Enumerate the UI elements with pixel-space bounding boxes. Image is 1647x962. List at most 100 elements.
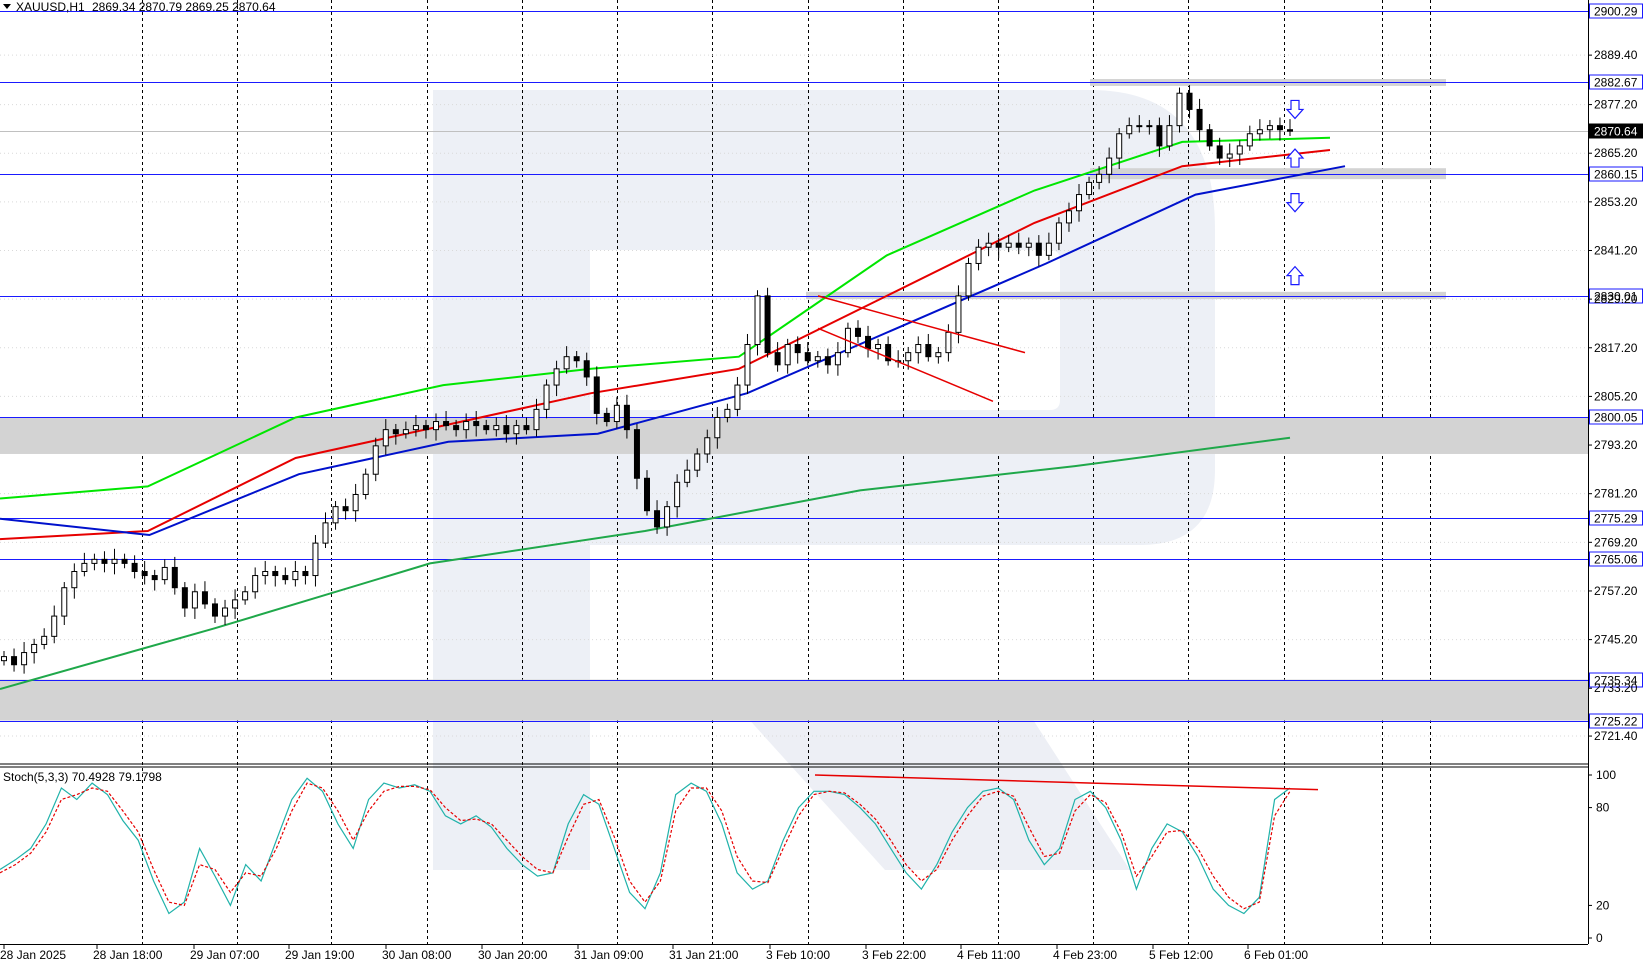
- candle-body: [694, 453, 701, 471]
- candle-body: [573, 356, 580, 362]
- candle-body: [1226, 153, 1233, 159]
- candle-body: [654, 510, 661, 528]
- candle-body: [613, 404, 620, 423]
- candle-body: [704, 437, 711, 455]
- moving-average-line-3: [0, 436, 1291, 690]
- candle-body: [91, 558, 98, 564]
- level-price-label: 2735.34: [1594, 674, 1638, 688]
- candle-body: [382, 429, 389, 447]
- candle-body: [1045, 242, 1052, 256]
- price-tick-label: 2733.20: [1594, 681, 1638, 695]
- price-tick-label: 2841.20: [1594, 243, 1638, 257]
- candle-body: [81, 562, 88, 572]
- candle-body: [764, 295, 771, 354]
- level-price-label: 2900.29: [1594, 5, 1638, 19]
- arrow-up-icon: [1285, 265, 1305, 286]
- stoch-tick-label: 0: [1596, 931, 1603, 945]
- channel-lower-line: [817, 327, 994, 402]
- candle-body: [433, 421, 440, 431]
- time-tick-label: 3 Feb 10:00: [766, 948, 830, 962]
- price-tick-label: 2793.20: [1594, 438, 1638, 452]
- candle-body: [553, 368, 560, 386]
- price-tick-label: 2865.20: [1594, 146, 1638, 160]
- candle-body: [623, 404, 630, 431]
- candle-body: [603, 412, 610, 423]
- candle-body: [724, 408, 731, 418]
- stoch-tick-label: 20: [1596, 898, 1610, 912]
- trendlines: [817, 295, 1026, 402]
- price-tick-label: 2853.20: [1594, 195, 1638, 209]
- symbol-label: XAUUSD,H1: [16, 0, 85, 14]
- candle-body: [1156, 125, 1163, 147]
- time-tick-label: 28 Jan 2025: [0, 948, 66, 962]
- candle-body: [814, 356, 821, 362]
- time-tick-label: 28 Jan 18:00: [93, 948, 163, 962]
- chart-header: XAUUSD,H1 2869.34 2870.79 2869.25 2870.6…: [3, 0, 276, 14]
- current-price-badge: [1589, 123, 1643, 139]
- candle-body: [1206, 129, 1213, 147]
- candle-body: [714, 416, 721, 439]
- candle-body: [593, 376, 600, 414]
- level-badge-inner-5: [1590, 511, 1642, 525]
- level-badge-inner-7: [1590, 673, 1642, 687]
- ohlc-readout: 2869.34 2870.79 2869.25 2870.64: [92, 0, 276, 14]
- candle-body: [372, 445, 379, 475]
- level-badge-inner-1: [1590, 75, 1642, 89]
- candle-body: [201, 591, 208, 605]
- level-price-label: 2765.06: [1594, 553, 1638, 567]
- time-tick-label: 29 Jan 07:00: [190, 948, 260, 962]
- arrow-down-icon: [1285, 193, 1305, 213]
- candle-body: [141, 571, 148, 577]
- level-price-label: 2830.01: [1594, 290, 1638, 304]
- candle-body: [784, 344, 791, 366]
- candle-body: [523, 425, 530, 431]
- candle-body: [21, 652, 28, 666]
- zone-4: [806, 291, 1446, 300]
- candle-body: [513, 425, 520, 435]
- candle-body: [342, 506, 349, 512]
- price-tick-label: 2781.20: [1594, 487, 1638, 501]
- candle-body: [1035, 242, 1042, 256]
- moving-average-line-1: [0, 149, 1331, 541]
- candle-body: [865, 335, 872, 350]
- moving-average-line-2: [0, 165, 1346, 537]
- zone-1: [0, 679, 1588, 721]
- candle-body: [422, 425, 429, 431]
- level-price-label: 2775.29: [1594, 512, 1638, 526]
- candle-body: [744, 344, 751, 386]
- candle-body: [131, 562, 138, 572]
- candle-body: [774, 352, 781, 366]
- candle-body: [473, 421, 480, 427]
- candle-body: [151, 575, 158, 581]
- level-price-label: 2882.67: [1594, 76, 1638, 90]
- time-tick-label: 30 Jan 08:00: [382, 948, 452, 962]
- time-tick-label: 29 Jan 19:00: [285, 948, 355, 962]
- candle-body: [955, 295, 962, 333]
- candle-body: [674, 481, 681, 508]
- candle-body: [161, 566, 168, 581]
- candle-body: [1086, 181, 1093, 196]
- candle-body: [885, 344, 892, 362]
- candle-body: [1015, 242, 1022, 248]
- candle-body: [995, 242, 1002, 248]
- level-badge-inner-6: [1590, 552, 1642, 566]
- candle-body: [684, 469, 691, 483]
- stoch-tick-label: 100: [1596, 768, 1616, 782]
- candle-body: [563, 356, 570, 370]
- level-price-label: 2725.22: [1594, 715, 1638, 729]
- dropdown-icon[interactable]: [3, 4, 11, 9]
- candle-body: [302, 571, 309, 577]
- current-price-label: 2870.64: [1594, 125, 1638, 139]
- price-tick-label: 2721.40: [1594, 729, 1638, 743]
- candle-body: [1025, 242, 1032, 248]
- candle-body: [503, 425, 510, 435]
- candle-body: [262, 571, 269, 577]
- zone-3: [1090, 168, 1446, 180]
- candle-body: [463, 421, 470, 431]
- candle-body: [493, 425, 500, 431]
- level-badge-inner-4: [1590, 410, 1642, 424]
- candle-body: [644, 477, 650, 512]
- time-axis: 28 Jan 2025 28 Jan 18:00 29 Jan 07:00 29 Ja…: [0, 944, 1308, 962]
- candle-body: [222, 607, 229, 617]
